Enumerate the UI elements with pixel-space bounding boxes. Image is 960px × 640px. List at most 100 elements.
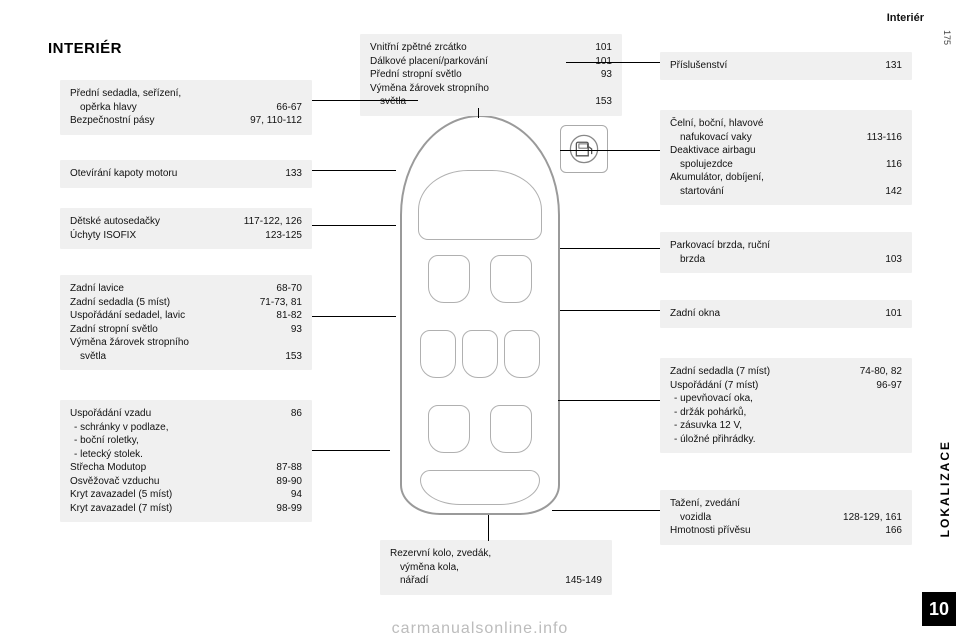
header-section: Interiér	[887, 12, 924, 24]
info-label: Deaktivace airbagu	[670, 144, 902, 158]
info-label: Přední sedadla, seřízení,	[70, 87, 302, 101]
leader-line	[560, 150, 660, 151]
info-label: nářadí	[390, 574, 555, 588]
page-title: INTERIÉR	[48, 40, 122, 57]
info-label: Čelní, boční, hlavové	[670, 117, 902, 131]
side-tab-label: LOKALIZACE	[938, 440, 952, 537]
info-label: Výměna žárovek stropního	[370, 82, 612, 96]
windshield	[418, 170, 542, 240]
info-label: Příslušenství	[670, 59, 875, 73]
info-label: Rezervní kolo, zvedák,	[390, 547, 602, 561]
info-label: Střecha Modutop	[70, 461, 266, 475]
info-label: nafukovací vaky	[670, 131, 857, 145]
info-box-r3: Parkovací brzda, ručníbrzda103	[660, 232, 912, 273]
mid-seat-1	[420, 330, 456, 378]
info-label: Zadní lavice	[70, 282, 266, 296]
page-ref: 145-149	[565, 574, 602, 588]
leader-line	[478, 108, 479, 118]
info-label: výměna kola,	[390, 561, 602, 575]
info-label: Zadní stropní světlo	[70, 323, 281, 337]
page-ref: 153	[595, 95, 612, 109]
info-label: Úchyty ISOFIX	[70, 229, 255, 243]
page-ref: 74-80, 82	[860, 365, 902, 379]
info-box-l1: Přední sedadla, seřízení,opěrka hlavy66-…	[60, 80, 312, 135]
front-seat-left	[428, 255, 470, 303]
info-label: Uspořádání vzadu	[70, 407, 281, 421]
info-label: spolujezdce	[670, 158, 876, 172]
info-box-bc: Rezervní kolo, zvedák,výměna kola,nářadí…	[380, 540, 612, 595]
info-label: Kryt zavazadel (5 míst)	[70, 488, 281, 502]
front-seat-right	[490, 255, 532, 303]
info-label: Otevírání kapoty motoru	[70, 167, 275, 181]
info-label: - schránky v podlaze,	[70, 421, 302, 435]
mid-seat-2	[462, 330, 498, 378]
info-box-tc: Vnitřní zpětné zrcátko 101 Dálkové placení…	[360, 34, 622, 116]
info-box-l3: Dětské autosedačky 117-122, 126Úchyty ISO…	[60, 208, 312, 249]
info-box-l2: Otevírání kapoty motoru 133	[60, 160, 312, 188]
info-label: Dálkové placení/parkování	[370, 55, 585, 69]
page-ref: 93	[601, 68, 612, 82]
page-ref: 97, 110-112	[250, 114, 302, 128]
info-label: Uspořádání (7 míst)	[670, 379, 866, 393]
rear-seat-right	[490, 405, 532, 453]
info-box-l5: Uspořádání vzadu86- schránky v podlaze,-…	[60, 400, 312, 522]
info-box-r6: Tažení, zvedánívozidla128-129, 161Hmotno…	[660, 490, 912, 545]
leader-line	[566, 62, 660, 63]
page-ref: 101	[885, 307, 902, 321]
page-ref: 116	[886, 158, 902, 172]
info-label: Tažení, zvedání	[670, 497, 902, 511]
info-label: - upevňovací oka,	[670, 392, 902, 406]
page-ref: 89-90	[276, 475, 302, 489]
page-ref: 66-67	[276, 101, 302, 115]
page-ref: 87-88	[276, 461, 302, 475]
info-label: - zásuvka 12 V,	[670, 419, 902, 433]
page-ref: 142	[885, 185, 902, 199]
page-ref: 94	[291, 488, 302, 502]
page-ref: 98-99	[276, 502, 302, 516]
info-label: - boční roletky,	[70, 434, 302, 448]
page-ref: 93	[291, 323, 302, 337]
page-number: 175	[942, 30, 952, 45]
footer-watermark: carmanualsonline.info	[0, 620, 960, 638]
info-label: Zadní sedadla (7 míst)	[670, 365, 850, 379]
page-ref: 166	[885, 524, 902, 538]
rear-window	[420, 470, 540, 505]
info-label: vozidla	[670, 511, 833, 525]
leader-line	[312, 316, 396, 317]
info-label: světla	[370, 95, 585, 109]
leader-line	[558, 400, 660, 401]
page-ref: 131	[885, 59, 902, 73]
info-label: Akumulátor, dobíjení,	[670, 171, 902, 185]
page-ref: 96-97	[876, 379, 902, 393]
page-ref: 81-82	[276, 309, 302, 323]
page-ref: 101	[595, 41, 612, 55]
page-ref: 71-73, 81	[260, 296, 302, 310]
leader-line	[552, 510, 660, 511]
info-label: startování	[670, 185, 875, 199]
info-label: Bezpečnostní pásy	[70, 114, 240, 128]
info-label: Zadní okna	[670, 307, 875, 321]
page-ref: 117-122, 126	[244, 215, 302, 229]
leader-line	[488, 515, 489, 541]
info-label: - letecký stolek.	[70, 448, 302, 462]
page-ref: 103	[885, 253, 902, 267]
mid-seat-3	[504, 330, 540, 378]
info-label: Vnitřní zpětné zrcátko	[370, 41, 585, 55]
info-label: Uspořádání sedadel, lavic	[70, 309, 266, 323]
page-ref: 153	[285, 350, 302, 364]
info-label: - držák pohárků,	[670, 406, 902, 420]
info-box-l4: Zadní lavice 68-70 Zadní sedadla (5 míst) 7…	[60, 275, 312, 370]
info-box-r2: Čelní, boční, hlavovénafukovací vaky 113-…	[660, 110, 912, 205]
page-ref: 123-125	[265, 229, 302, 243]
info-box-r5: Zadní sedadla (7 míst) 74-80, 82Uspořádán…	[660, 358, 912, 453]
page-ref: 113-116	[867, 131, 902, 145]
info-label: Kryt zavazadel (7 míst)	[70, 502, 266, 516]
page-ref: 133	[285, 167, 302, 181]
info-label: Zadní sedadla (5 míst)	[70, 296, 250, 310]
page-ref: 68-70	[276, 282, 302, 296]
page-ref: 86	[291, 407, 302, 421]
info-label: Dětské autosedačky	[70, 215, 234, 229]
info-label: brzda	[670, 253, 875, 267]
info-label: Osvěžovač vzduchu	[70, 475, 266, 489]
leader-line	[312, 225, 396, 226]
